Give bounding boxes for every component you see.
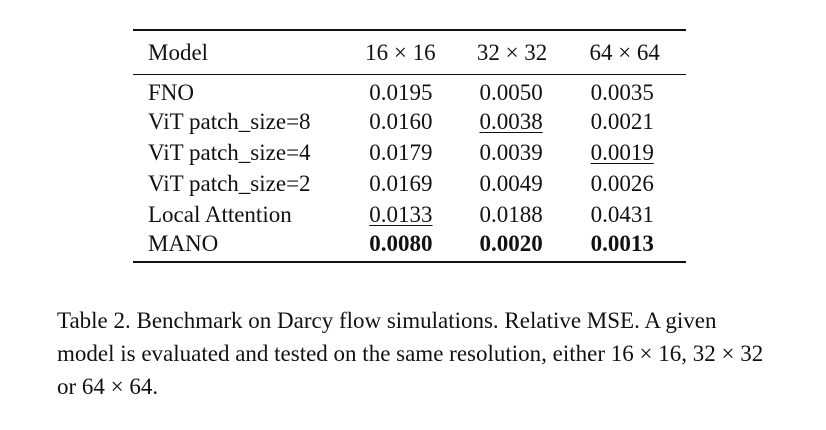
table-row: MANO 0.0080 0.0020 0.0013 — [133, 230, 686, 261]
value-16: 0.0133 — [369, 199, 479, 230]
table-caption: Table 2. Benchmark on Darcy flow simulat… — [57, 308, 764, 399]
value-16-underlined: 0.0133 — [369, 201, 433, 227]
value-16-best: 0.0080 — [369, 230, 433, 256]
model-name: ViT patch_size=2 — [148, 170, 311, 196]
value-64-best: 0.0013 — [590, 230, 654, 256]
value-32: 0.0188 — [479, 201, 543, 227]
table-row: ViT patch_size=4 0.0179 0.0039 0.0019 — [133, 137, 686, 168]
results-table-container: Model 16 × 16 32 × 32 64 × 64 FNO 0.0195… — [133, 29, 686, 263]
value-32-best: 0.0020 — [479, 230, 543, 256]
value-64: 0.0026 — [590, 170, 654, 196]
results-table: Model 16 × 16 32 × 32 64 × 64 — [133, 31, 686, 74]
table-row: ViT patch_size=8 0.0160 0.0038 0.0021 — [133, 106, 686, 137]
table-top-rule — [133, 29, 686, 31]
value-16: 0.0195 — [369, 80, 433, 105]
value-64-underlined: 0.0019 — [590, 139, 654, 165]
header-32: 32 × 32 — [476, 39, 548, 65]
value-32: 0.0050 — [479, 80, 543, 105]
header-64: 64 × 64 — [589, 39, 660, 65]
value-64: 0.0035 — [590, 80, 654, 105]
table-row: FNO 0.0195 0.0050 0.0035 — [133, 75, 686, 106]
results-table-body: FNO 0.0195 0.0050 0.0035 ViT patch_size=… — [133, 75, 686, 261]
value-64: 0.0021 — [590, 108, 654, 134]
value-32: 0.0039 — [479, 139, 543, 165]
model-name: FNO — [148, 80, 195, 105]
value-64: 0.0019 — [591, 137, 686, 168]
value-16: 0.0160 — [369, 108, 433, 134]
model-name: Local Attention — [148, 201, 292, 227]
value-64: 0.0431 — [590, 201, 654, 227]
header-model: Model — [148, 39, 209, 65]
value-32: 0.0038 — [479, 106, 590, 137]
table-header-row: Model 16 × 16 32 × 32 64 × 64 — [133, 31, 686, 74]
table-header-rule — [133, 74, 686, 75]
value-16: 0.0179 — [369, 139, 433, 165]
value-16: 0.0169 — [369, 170, 433, 196]
model-name: ViT patch_size=4 — [148, 139, 311, 165]
value-32-underlined: 0.0038 — [479, 108, 543, 134]
model-name: MANO — [148, 230, 219, 256]
header-16: 16 × 16 — [365, 39, 436, 65]
table-row: Local Attention 0.0133 0.0188 0.0431 — [133, 199, 686, 230]
model-name: ViT patch_size=8 — [148, 108, 311, 134]
value-32: 0.0049 — [479, 170, 543, 196]
table-row: ViT patch_size=2 0.0169 0.0049 0.0026 — [133, 168, 686, 199]
table-bottom-rule — [133, 261, 686, 263]
